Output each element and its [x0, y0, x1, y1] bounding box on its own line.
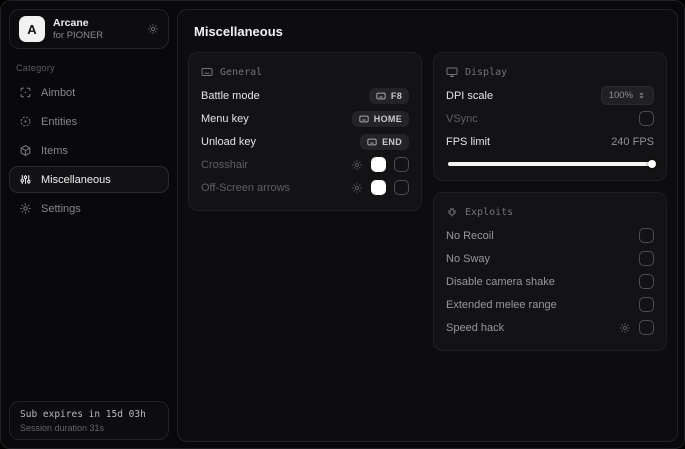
- unload-key-row: Unload key END: [201, 130, 409, 153]
- no-sway-checkbox[interactable]: [639, 251, 654, 266]
- offscreen-arrows-color-swatch[interactable]: [371, 180, 386, 195]
- sidebar-item-label: Entities: [41, 115, 78, 128]
- sidebar-item-label: Settings: [41, 202, 81, 215]
- brand-logo: A: [19, 16, 45, 42]
- dpi-scale-row: DPI scale 100%: [446, 84, 654, 107]
- fps-limit-row: FPS limit 240 FPS: [446, 130, 654, 153]
- monitor-icon: [446, 66, 458, 78]
- extended-melee-range-checkbox[interactable]: [639, 297, 654, 312]
- fps-limit-value: 240 FPS: [611, 135, 654, 148]
- cube-icon: [19, 144, 32, 157]
- offscreen-arrows-row: Off-Screen arrows: [201, 176, 409, 199]
- sub-expires-text: Sub expires in 15d 03h: [20, 409, 146, 420]
- fps-limit-label: FPS limit: [446, 135, 490, 148]
- sidebar-nav: Aimbot Entities Items: [9, 79, 169, 222]
- bug-icon: [446, 206, 458, 218]
- speed-hack-row: Speed hack: [446, 316, 654, 339]
- menu-key-row: Menu key HOME: [201, 107, 409, 130]
- battle-mode-label: Battle mode: [201, 89, 260, 102]
- no-sway-row: No Sway: [446, 247, 654, 270]
- gear-icon: [19, 202, 32, 215]
- sidebar-item-miscellaneous[interactable]: Miscellaneous: [9, 166, 169, 193]
- sidebar: A Arcane for PIONER Category: [1, 1, 177, 448]
- brand-subtitle: for PIONER: [53, 29, 104, 41]
- sidebar-item-label: Aimbot: [41, 86, 76, 99]
- no-sway-label: No Sway: [446, 252, 491, 265]
- main-content: Miscellaneous General B: [177, 9, 678, 442]
- disable-camera-shake-label: Disable camera shake: [446, 275, 555, 288]
- subscription-status-card: Sub expires in 15d 03h Session duration …: [9, 401, 169, 440]
- no-recoil-checkbox[interactable]: [639, 228, 654, 243]
- extended-melee-range-row: Extended melee range: [446, 293, 654, 316]
- crosshair-scan-icon: [19, 86, 32, 99]
- keycap-icon: [359, 114, 369, 124]
- crosshair-row: Crosshair: [201, 153, 409, 176]
- dpi-scale-label: DPI scale: [446, 89, 494, 102]
- speed-hack-settings-icon[interactable]: [619, 322, 631, 334]
- battle-mode-keybind[interactable]: F8: [368, 87, 409, 104]
- keycap-icon: [376, 91, 386, 101]
- extended-melee-range-label: Extended melee range: [446, 298, 557, 311]
- display-panel-title: Display: [465, 66, 508, 78]
- chevron-up-down-icon: [637, 91, 646, 100]
- crosshair-settings-icon[interactable]: [351, 159, 363, 171]
- speed-hack-checkbox[interactable]: [639, 320, 654, 335]
- fps-limit-slider[interactable]: [448, 160, 656, 168]
- category-label: Category: [16, 63, 55, 73]
- fps-slider-knob[interactable]: [648, 160, 656, 168]
- sidebar-item-entities[interactable]: Entities: [9, 108, 169, 135]
- sidebar-item-label: Items: [41, 144, 68, 157]
- crosshair-label: Crosshair: [201, 158, 249, 171]
- dpi-scale-select[interactable]: 100%: [600, 86, 654, 105]
- general-panel: General Battle mode F8: [188, 52, 422, 211]
- sliders-icon: [19, 173, 32, 186]
- brand-name: Arcane: [53, 16, 89, 29]
- vsync-label: VSync: [446, 112, 478, 125]
- no-recoil-label: No Recoil: [446, 229, 494, 242]
- menu-key-label: Menu key: [201, 112, 249, 125]
- sidebar-item-items[interactable]: Items: [9, 137, 169, 164]
- menu-keybind[interactable]: HOME: [351, 110, 409, 127]
- sidebar-item-settings[interactable]: Settings: [9, 195, 169, 222]
- crosshair-color-swatch[interactable]: [371, 157, 386, 172]
- vsync-checkbox[interactable]: [639, 111, 654, 126]
- brand-card: A Arcane for PIONER: [9, 9, 169, 49]
- display-panel: Display DPI scale 100%: [433, 52, 667, 181]
- offscreen-arrows-checkbox[interactable]: [394, 180, 409, 195]
- unload-key-label: Unload key: [201, 135, 257, 148]
- general-panel-title: General: [220, 66, 263, 78]
- disable-camera-shake-row: Disable camera shake: [446, 270, 654, 293]
- page-title: Miscellaneous: [194, 24, 283, 39]
- exploits-panel-title: Exploits: [465, 206, 514, 218]
- brand-settings-icon[interactable]: [147, 23, 159, 35]
- battle-mode-row: Battle mode F8: [201, 84, 409, 107]
- offscreen-arrows-settings-icon[interactable]: [351, 182, 363, 194]
- sidebar-item-aimbot[interactable]: Aimbot: [9, 79, 169, 106]
- session-duration-text: Session duration 31s: [20, 423, 105, 433]
- crosshair-checkbox[interactable]: [394, 157, 409, 172]
- vsync-row: VSync: [446, 107, 654, 130]
- no-recoil-row: No Recoil: [446, 224, 654, 247]
- keycap-icon: [367, 137, 377, 147]
- unload-keybind[interactable]: END: [360, 133, 409, 150]
- exploits-panel: Exploits No Recoil No Sway Disable camer…: [433, 192, 667, 351]
- fps-slider-fill: [448, 162, 652, 166]
- offscreen-arrows-label: Off-Screen arrows: [201, 181, 291, 194]
- speed-hack-label: Speed hack: [446, 321, 505, 334]
- radar-icon: [19, 115, 32, 128]
- sidebar-item-label: Miscellaneous: [41, 173, 111, 186]
- keyboard-icon: [201, 66, 213, 78]
- disable-camera-shake-checkbox[interactable]: [639, 274, 654, 289]
